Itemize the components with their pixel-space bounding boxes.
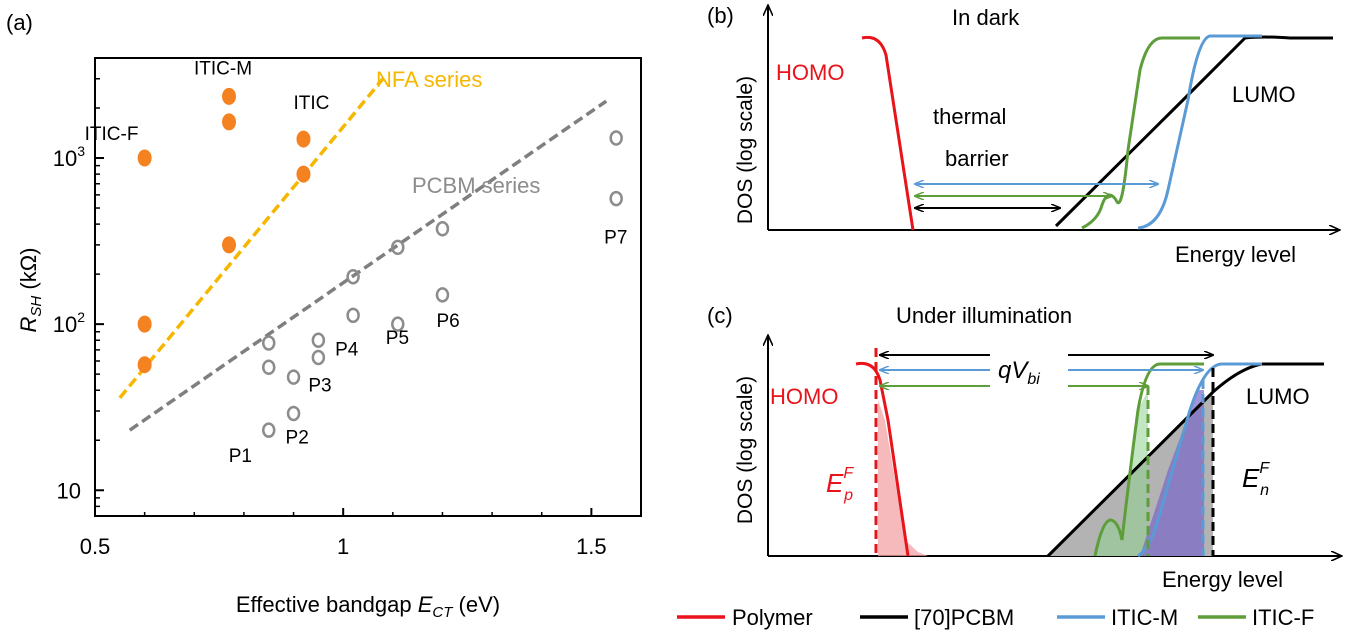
point-label: ITIC-F (85, 124, 139, 145)
x-axis-title-a: Effective bandgap ECT (eV) (236, 592, 500, 621)
data-point-nfa (296, 165, 311, 183)
legend-label-iticm: ITIC-M (1111, 605, 1178, 630)
c-title: Under illumination (896, 303, 1072, 328)
panel-a: (a) 0.5 1 1.5 10 102 103 ITIC-F ITIC-M ITIC P1 P2… (6, 10, 642, 621)
data-point-pcbm (261, 422, 276, 438)
data-point-nfa (296, 130, 311, 148)
x-tick-label: 0.5 (80, 534, 111, 559)
b-x-title: Energy level (1175, 242, 1296, 267)
c-x-title: Energy level (1162, 567, 1283, 592)
b-lumo-label: LUMO (1232, 82, 1296, 107)
legend-label-polymer: Polymer (732, 605, 813, 630)
panel-b-label: (b) (707, 3, 734, 28)
b-homo-label: HOMO (776, 60, 844, 85)
series-label-pcbm: PCBM series (412, 173, 540, 198)
data-point-pcbm (311, 332, 326, 348)
data-point-nfa (222, 236, 237, 254)
b-iticf-lumo-curve (1081, 36, 1200, 230)
a-points (137, 87, 623, 438)
y-tick-label: 103 (53, 143, 85, 171)
data-point-nfa (222, 113, 237, 131)
c-y-title: DOS (log scale) (734, 376, 757, 524)
panel-b: (b) In dark DOS (log scale) Energy level… (707, 3, 1340, 267)
c-polymer-homo-curve (855, 361, 910, 557)
data-point-pcbm (346, 307, 360, 324)
c-polymer-fill (878, 400, 928, 556)
data-point-nfa (137, 149, 152, 167)
fit-line-pcbm (128, 99, 608, 432)
c-iticm-lumo-curve (1137, 362, 1262, 558)
data-point-pcbm (391, 316, 405, 332)
point-label: ITIC-M (194, 58, 252, 79)
legend: Polymer [70]PCBM ITIC-M ITIC-F (677, 605, 1314, 630)
data-point-pcbm (261, 335, 276, 351)
panel-c-label: (c) (707, 303, 733, 328)
data-point-pcbm (609, 130, 623, 146)
panel-c: (c) Under illumination DOS (log scale) E… (707, 303, 1342, 592)
data-point-pcbm (286, 405, 301, 422)
data-point-pcbm (609, 190, 623, 207)
data-point-pcbm (346, 268, 360, 285)
b-y-title: DOS (log scale) (734, 76, 757, 224)
point-label: P1 (229, 446, 252, 467)
point-label: P2 (286, 427, 309, 448)
b-iticm-lumo-curve (1137, 34, 1262, 230)
data-point-pcbm (286, 369, 301, 385)
c-efp-label: EF p (826, 465, 854, 504)
fit-line-nfa (118, 77, 385, 399)
plot-frame-a (94, 57, 642, 517)
data-point-nfa (137, 356, 152, 374)
data-point-pcbm (261, 359, 276, 376)
legend-label-iticf: ITIC-F (1252, 605, 1314, 630)
b-barrier-label-1: thermal (933, 104, 1006, 129)
c-efn-label: EF n (1242, 460, 1270, 499)
point-label: P4 (335, 339, 359, 360)
c-homo-label: HOMO (770, 384, 838, 409)
b-title: In dark (952, 5, 1020, 30)
point-label: P5 (386, 328, 409, 349)
series-label-nfa: NFA series (376, 67, 482, 92)
b-polymer-homo-curve (861, 35, 915, 231)
c-lumo-label: LUMO (1246, 384, 1310, 409)
data-point-nfa (137, 315, 152, 333)
data-point-nfa (222, 87, 237, 105)
point-label: ITIC (293, 93, 329, 114)
data-point-pcbm (311, 349, 326, 366)
a-fit-lines (118, 77, 608, 432)
panel-a-label: (a) (6, 10, 33, 35)
data-point-pcbm (435, 221, 450, 237)
b-pcbm-lumo-curve (1054, 35, 1333, 228)
y-axis-title-a: RSH (kΩ) (16, 248, 45, 333)
point-label: P7 (604, 228, 627, 249)
y-tick-label: 102 (53, 309, 85, 337)
b-barrier-label-2: barrier (945, 146, 1009, 171)
point-label: P6 (436, 311, 459, 332)
x-tick-label: 1.5 (576, 534, 607, 559)
y-tick-label: 10 (57, 478, 81, 503)
legend-label-pcbm: [70]PCBM (914, 605, 1014, 630)
point-label: P3 (308, 375, 331, 396)
a-axis-ticks: 0.5 1 1.5 10 102 103 (53, 57, 607, 559)
data-point-pcbm (391, 239, 405, 256)
x-tick-label: 1 (337, 534, 349, 559)
c-vbi-label: qVbi (998, 357, 1040, 388)
data-point-pcbm (435, 287, 450, 303)
